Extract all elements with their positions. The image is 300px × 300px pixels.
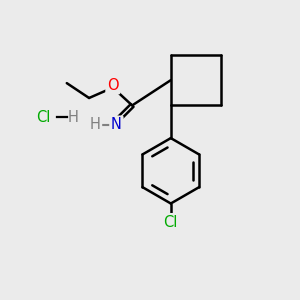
Text: Cl: Cl bbox=[36, 110, 51, 125]
Text: Cl: Cl bbox=[164, 215, 178, 230]
Text: H: H bbox=[90, 117, 101, 132]
Text: O: O bbox=[107, 78, 119, 93]
Text: N: N bbox=[111, 117, 122, 132]
Text: H: H bbox=[67, 110, 78, 125]
